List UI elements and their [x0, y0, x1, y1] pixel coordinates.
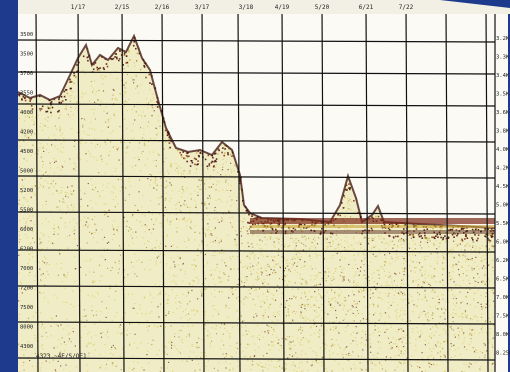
grid-vline — [77, 7, 81, 372]
grid-vline — [237, 7, 241, 372]
seabed-outline — [17, 33, 496, 229]
grid-hline — [17, 175, 496, 179]
grid-hline — [17, 139, 496, 143]
grid-hline — [17, 321, 496, 325]
left-label: 6200 — [20, 247, 33, 253]
right-label: 4.0K — [496, 147, 510, 153]
grid-hline — [17, 357, 496, 361]
left-label: 5200 — [20, 188, 33, 194]
grid-vline — [281, 7, 285, 372]
right-label: 5.5K — [496, 221, 510, 227]
left-label: 3500 — [20, 32, 33, 38]
grid-vline — [365, 7, 369, 372]
grid-vline — [201, 7, 205, 372]
left-label: 5000 — [20, 169, 33, 175]
top-labels: 1/17 2/15 2/16 3/17 3/18 4/19 5/20 6/21 7/22 — [71, 4, 414, 11]
top-label: 7/22 — [399, 4, 414, 11]
bottom-return-band — [250, 218, 495, 234]
left-axis-labels: 3500 3500 3700 3550 4000 4200 4500 5000 5200 5500… — [20, 32, 33, 350]
top-label: 2/15 — [115, 4, 130, 11]
page-curl — [440, 0, 510, 8]
bottom-note: 4323 ~4E/S/OE1 — [36, 353, 87, 360]
right-label: 6.0K — [496, 240, 510, 246]
right-label: 8.25K — [496, 351, 510, 357]
right-label: 7.0K — [496, 295, 510, 301]
top-label: 6/21 — [359, 4, 374, 11]
left-label: 7500 — [20, 305, 33, 311]
top-label: 4/19 — [275, 4, 290, 11]
right-label: 3.2K — [496, 36, 510, 42]
left-label: 4200 — [20, 130, 33, 136]
top-label: 3/18 — [239, 4, 254, 11]
left-label: 3700 — [20, 71, 33, 77]
grid-hline — [17, 39, 496, 43]
right-label: 3.8K — [496, 129, 510, 135]
left-label: 4300 — [20, 344, 33, 350]
right-label: 3.3K — [496, 55, 510, 61]
left-label: 7000 — [20, 266, 33, 272]
grid-hline — [17, 249, 496, 253]
left-label: 8000 — [20, 325, 33, 331]
top-label-strip — [18, 0, 510, 14]
grid-hline — [17, 71, 496, 75]
grid-vline — [405, 7, 409, 372]
right-label: 4.5K — [496, 184, 510, 190]
left-label: 7200 — [20, 286, 33, 292]
left-label: 3500 — [20, 52, 33, 58]
right-label: 5.0K — [496, 203, 510, 209]
left-label: 5500 — [20, 208, 33, 214]
right-label: 3.4K — [496, 73, 510, 79]
grid-vline — [121, 7, 125, 372]
left-label: 6000 — [20, 227, 33, 233]
right-axis-labels: 3.2K 3.3K 3.4K 3.5K 3.6K 3.8K 4.0K 4.2K 4.5K 5.0K… — [496, 36, 510, 357]
right-label: 3.5K — [496, 92, 510, 98]
right-label: 6.5K — [496, 277, 510, 283]
grid-vline — [445, 7, 449, 372]
right-label: 3.6K — [496, 110, 510, 116]
grid-hline — [17, 285, 496, 289]
right-label: 7.5K — [496, 314, 510, 320]
grid-vline — [161, 7, 165, 372]
right-label: 8.0K — [496, 332, 510, 338]
top-label: 5/20 — [315, 4, 330, 11]
right-label: 6.2K — [496, 258, 510, 264]
grid-lines — [17, 7, 496, 372]
right-label: 4.2K — [496, 166, 510, 172]
left-label: 3550 — [20, 91, 33, 97]
grid-hline — [17, 211, 496, 215]
top-label: 1/17 — [71, 4, 86, 11]
grid-hline — [17, 103, 496, 107]
grid-vline — [485, 7, 489, 372]
top-label: 3/17 — [195, 4, 210, 11]
left-label: 4000 — [20, 110, 33, 116]
grid-vline — [321, 7, 325, 372]
top-label: 2/16 — [155, 4, 170, 11]
grid-vline — [35, 7, 39, 372]
left-label: 4500 — [20, 149, 33, 155]
